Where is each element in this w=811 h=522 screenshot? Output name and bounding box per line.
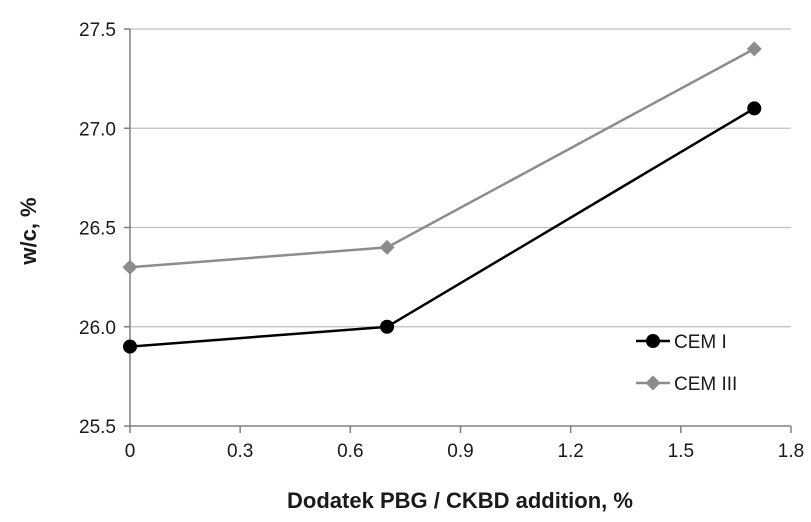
x-tick-label-1.5: 1.5 bbox=[668, 441, 694, 462]
point-cem-i-2 bbox=[747, 101, 762, 116]
point-cem-iii-2 bbox=[746, 41, 762, 57]
x-tick-label-0: 0 bbox=[125, 441, 136, 462]
point-cem-iii-1 bbox=[379, 239, 395, 255]
legend-entry-cem-i: CEM I bbox=[636, 332, 727, 353]
x-tick-label-1.8: 1.8 bbox=[778, 441, 804, 462]
point-cem-iii-0 bbox=[122, 259, 138, 275]
gridlines bbox=[130, 28, 791, 328]
y-axis-title: w/c, % bbox=[16, 197, 41, 265]
series-line-cem-iii bbox=[129, 47, 755, 269]
y-tick-label-27.0: 27.0 bbox=[79, 119, 116, 140]
legend-label-cem-iii: CEM III bbox=[674, 374, 737, 395]
series bbox=[122, 41, 762, 354]
y-tick-label-26.5: 26.5 bbox=[79, 219, 116, 240]
legend-entry-cem-iii: CEM III bbox=[636, 374, 737, 395]
x-tick-label-1.2: 1.2 bbox=[557, 441, 583, 462]
x-tick-label-0.9: 0.9 bbox=[447, 441, 473, 462]
x-tick-label-0.6: 0.6 bbox=[337, 441, 363, 462]
x-axis-title: Dodatek PBG / CKBD addition, % bbox=[287, 488, 633, 513]
point-cem-i-0 bbox=[123, 339, 137, 354]
legend: CEM I CEM III bbox=[636, 332, 737, 395]
legend-marker-cem-iii bbox=[645, 375, 661, 391]
legend-marker-cem-i bbox=[646, 334, 660, 348]
y-tick-label-25.5: 25.5 bbox=[79, 417, 116, 438]
x-tick-label-0.3: 0.3 bbox=[227, 441, 253, 462]
series-cem-iii bbox=[122, 41, 762, 275]
legend-label-cem-i: CEM I bbox=[674, 332, 727, 353]
y-tick-label-26.0: 26.0 bbox=[79, 318, 116, 339]
axes: 25.5 26.0 26.5 27.0 27.5 0 0.3 0.6 0.9 1.2 1.5 1.8 bbox=[79, 20, 804, 462]
point-cem-i-1 bbox=[380, 319, 395, 334]
y-tick-label-27.5: 27.5 bbox=[79, 20, 116, 41]
series-cem-i bbox=[123, 101, 762, 354]
